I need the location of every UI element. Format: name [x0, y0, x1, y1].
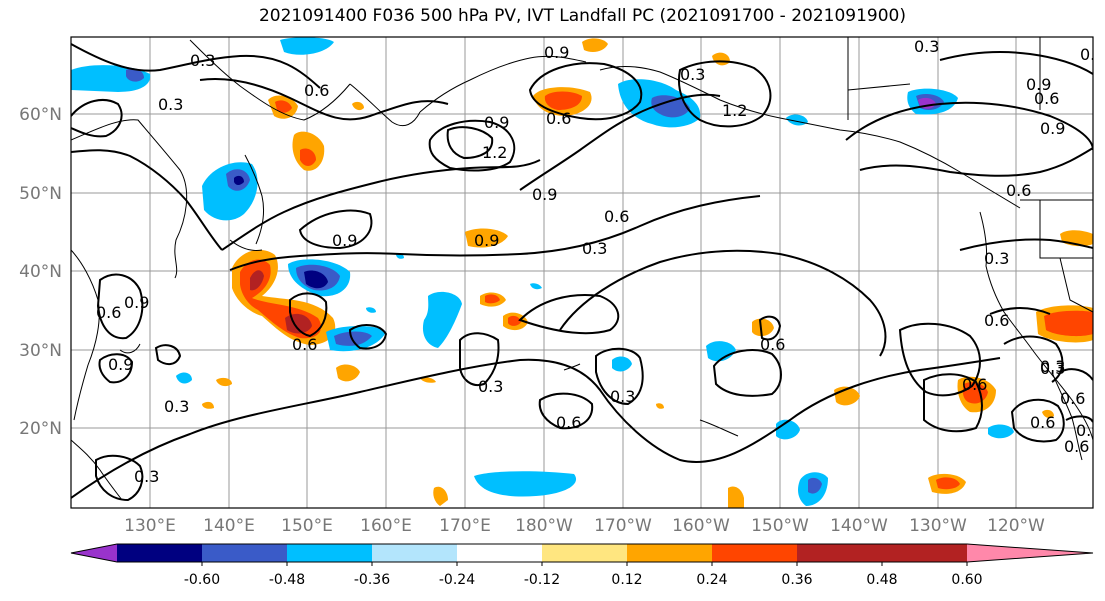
contour-label: 0.6 [962, 375, 987, 394]
lon-label: 150°E [281, 516, 333, 536]
contour-label: 0.3 [1040, 357, 1065, 376]
contour-label: 0.9 [1026, 75, 1051, 94]
colorbar-tick-label: -0.36 [354, 572, 390, 588]
contour-label: 0.9 [484, 113, 509, 132]
contour-label: 0.6 [556, 413, 581, 432]
contour-label: 0.6 [292, 335, 317, 354]
colorbar-segment [542, 544, 627, 562]
lon-label: 160°W [672, 516, 730, 536]
contour-label: 0.6 [760, 335, 785, 354]
colorbar: -0.60 -0.48 -0.36 -0.24 -0.12 0.12 0.24 … [70, 543, 1094, 588]
contour-label: 0.6 [96, 303, 121, 322]
colorbar-tick-label: -0.12 [524, 572, 560, 588]
lat-label: 40°N [19, 262, 62, 282]
colorbar-tick-label: -0.60 [184, 572, 220, 588]
colorbar-segment [457, 544, 542, 562]
longitude-labels: 130°E 140°E 150°E 160°E 170°E 180°W 170°… [124, 516, 1045, 536]
colorbar-segment [882, 544, 967, 562]
contour-label: 0.9 [1080, 45, 1105, 64]
lon-label: 170°E [439, 516, 491, 536]
contour-label: 0.3 [190, 51, 215, 70]
contour-label: 0.6 [1034, 89, 1059, 108]
lon-label: 150°W [751, 516, 809, 536]
contour-label: 0.3 [610, 387, 635, 406]
colorbar-segment [287, 544, 372, 562]
colorbar-extend-min [71, 544, 117, 562]
contour-label: 0.9 [544, 43, 569, 62]
colorbar-tick-label: -0.24 [439, 572, 475, 588]
map-frame [70, 36, 1094, 509]
contour-label: 0.3 [158, 95, 183, 114]
contour-label: 1.2 [722, 101, 747, 120]
colorbar-tick-label: 0.60 [951, 572, 982, 588]
colorbar-segment [202, 544, 287, 562]
lon-label: 160°E [360, 516, 412, 536]
contour-label: 0.3 [478, 377, 503, 396]
map-title: 2021091400 F036 500 hPa PV, IVT Landfall… [258, 6, 906, 26]
colorbar-tick-label: 0.12 [611, 572, 642, 588]
contour-label: 0.6 [546, 109, 571, 128]
colorbar-segment [117, 544, 202, 562]
contour-label: 0.6 [1060, 389, 1085, 408]
lat-label: 20°N [19, 419, 62, 439]
lon-label: 130°E [124, 516, 176, 536]
contour-label: 0.6 [1064, 437, 1089, 456]
lon-label: 180°W [515, 516, 573, 536]
contour-label: 0.3 [582, 239, 607, 258]
colorbar-tick-label: 0.24 [696, 572, 727, 588]
colorbar-tick-label: -0.48 [269, 572, 305, 588]
contour-label: 0.9 [332, 231, 357, 250]
lon-label: 130°W [909, 516, 967, 536]
colorbar-extend-max [967, 544, 1093, 562]
lat-label: 60°N [19, 105, 62, 125]
contour-label: 0.9 [124, 293, 149, 312]
contour-label: 0.9 [1076, 421, 1101, 440]
colorbar-tick-label: 0.48 [866, 572, 897, 588]
contour-label: 0.3 [914, 37, 939, 56]
contour-label: 0.3 [680, 65, 705, 84]
contour-label: 0.3 [1040, 359, 1065, 378]
contour-labels: 0.3 0.6 0.3 0.9 0.9 0.6 0.3 1.2 0.9 0.3 … [96, 37, 1105, 486]
colorbar-segment [797, 544, 882, 562]
colorbar-tick-label: 0.36 [781, 572, 812, 588]
contour-label: 0.9 [474, 231, 499, 250]
latitude-labels: 60°N 50°N 40°N 30°N 20°N [19, 105, 62, 439]
pv-contours [71, 43, 1093, 502]
colorbar-segment [372, 544, 457, 562]
contour-label: 0.3 [134, 467, 159, 486]
contour-label: 0.6 [1006, 181, 1031, 200]
contour-label: 0.6 [304, 81, 329, 100]
lat-label: 50°N [19, 184, 62, 204]
colorbar-segment [627, 544, 712, 562]
lat-label: 30°N [19, 341, 62, 361]
contour-label: 0.9 [108, 355, 133, 374]
lon-label: 120°W [987, 516, 1045, 536]
contour-label: 0.9 [1040, 119, 1065, 138]
colorbar-segment [712, 544, 797, 562]
coastlines [71, 37, 1093, 501]
contour-label: 0.6 [1030, 413, 1055, 432]
contour-label: 1.2 [482, 143, 507, 162]
lon-label: 140°W [830, 516, 888, 536]
contour-label: 0.3 [164, 397, 189, 416]
contour-label: 0.9 [532, 185, 557, 204]
lon-label: 170°W [594, 516, 652, 536]
lon-label: 140°E [203, 516, 255, 536]
contour-label: 0.6 [604, 207, 629, 226]
contour-label: 0.3 [984, 249, 1009, 268]
contour-label: 0.6 [984, 311, 1009, 330]
